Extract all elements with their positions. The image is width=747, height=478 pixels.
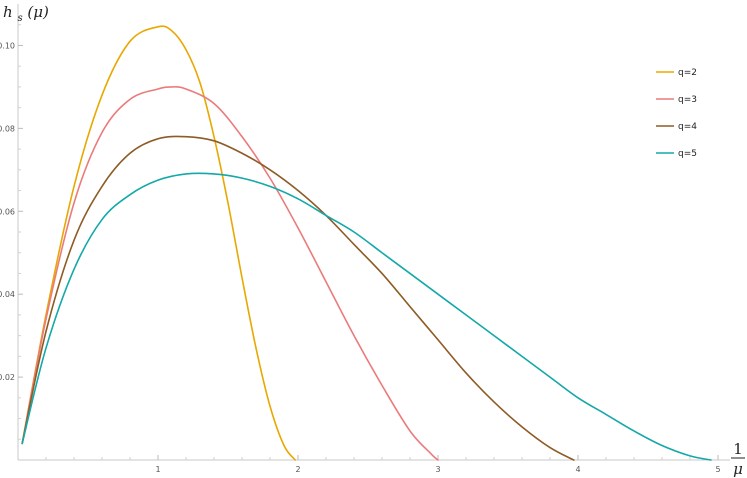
y-tick-label: 0.10 (0, 41, 15, 50)
y-axis-title-subscript: s (17, 13, 22, 24)
x-tick-label: 5 (715, 465, 720, 474)
legend-label-q2: q=2 (678, 68, 697, 78)
legend-label-q5: q=5 (678, 149, 697, 159)
x-axis-title: 1 μ (731, 440, 745, 478)
x-tick-label: 2 (295, 465, 300, 474)
y-tick-label: 0.04 (0, 290, 15, 299)
y-axis-title-base: h (3, 3, 13, 21)
series-line-q2 (21, 25, 296, 461)
x-tick-label: 4 (575, 465, 580, 474)
legend-label-q4: q=4 (678, 122, 697, 132)
y-tick-label: 0.06 (0, 207, 15, 216)
x-axis-title-numerator: 1 (733, 440, 743, 458)
series-line-q5 (21, 172, 712, 461)
y-axis-title: h s (μ) (3, 3, 49, 25)
series-line-q4 (21, 135, 575, 461)
y-ticks: 0.02 0.04 0.06 0.08 0.10 (0, 24, 23, 440)
x-tick-label: 3 (435, 465, 440, 474)
y-tick-label: 0.02 (0, 373, 15, 382)
x-tick-label: 1 (155, 465, 160, 474)
series-lines (21, 25, 712, 461)
x-axis-title-denominator: μ (733, 460, 743, 478)
series-line-q3 (21, 86, 439, 461)
legend-label-q3: q=3 (678, 95, 697, 105)
y-axis-title-argument: (μ) (27, 3, 49, 21)
y-tick-label: 0.08 (0, 124, 15, 133)
x-ticks: 1 2 3 4 5 (45, 455, 721, 474)
legend: q=2 q=3 q=4 q=5 (656, 68, 697, 159)
